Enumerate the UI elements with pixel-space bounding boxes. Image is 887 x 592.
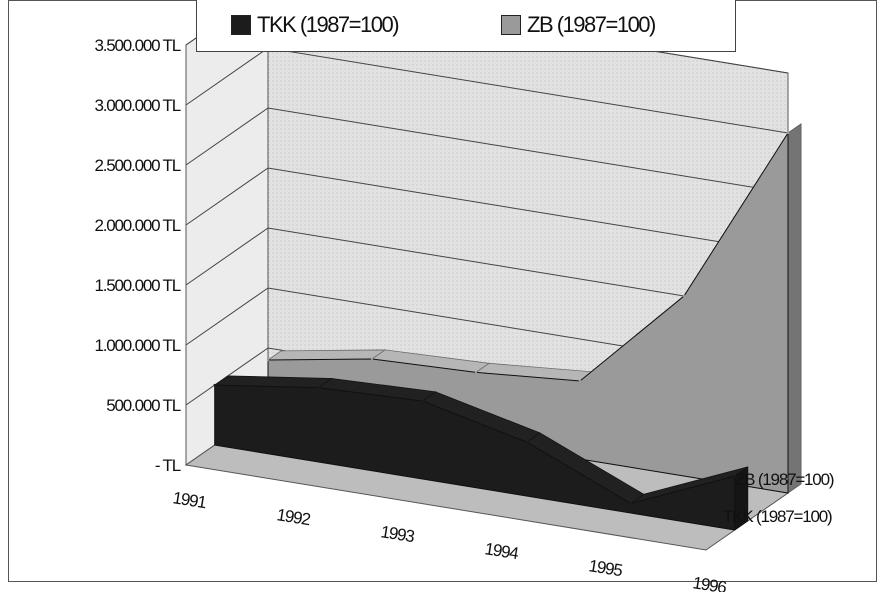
series-1-point-0 (266, 358, 270, 362)
series-0-point-2 (421, 399, 424, 403)
x-tick-label: 1991 (171, 488, 207, 512)
legend-item-zb: ZB (1987=100) (501, 10, 656, 40)
series-0 (213, 375, 749, 531)
y-tick-label: 1.500.000 TL (95, 276, 181, 295)
x-tick-label: 1993 (379, 522, 415, 546)
legend-label-zb: ZB (1987=100) (527, 12, 656, 37)
y-tick-label: 500.000 TL (106, 396, 180, 415)
series-0-point-5 (733, 474, 736, 478)
x-tick-label: 1996 (691, 573, 727, 592)
legend-swatch-tkk (231, 15, 251, 35)
y-tick-label: 1.000.000 TL (95, 336, 181, 355)
series-layer (213, 123, 802, 531)
series-axis-labels: TKK (1987=100) ZB (1987=100) (723, 470, 835, 526)
series-axis-label-1: ZB (1987=100) (735, 470, 834, 489)
x-tick-label: 1995 (587, 556, 623, 580)
series-0-point-3 (525, 440, 528, 444)
series-1-point-5 (786, 131, 790, 135)
gridline (185, 107, 789, 194)
legend: TKK (1987=100) ZB (1987=100) (196, 0, 736, 52)
legend-swatch-zb (501, 15, 521, 35)
series-1-point-2 (474, 371, 478, 374)
y-tick-label: 3.500.000 TL (95, 36, 181, 55)
y-tick-label: 3.000.000 TL (95, 96, 181, 115)
gridline (185, 227, 789, 314)
x-tick-label: 1992 (275, 505, 311, 529)
y-axis-ticks: - TL 500.000 TL 1.000.000 TL 1.500.000 TL 2.… (95, 36, 182, 475)
y-tick-label: 2.000.000 TL (95, 216, 181, 235)
series-1-end-cap (787, 123, 802, 494)
series-1-point-4 (682, 294, 686, 298)
series-axis-label-0: TKK (1987=100) (723, 507, 832, 526)
series-0-point-1 (317, 386, 320, 389)
series-0-point-0 (213, 383, 216, 387)
series-1-point-1 (370, 357, 374, 361)
y-tick-label: - TL (155, 456, 181, 475)
gridline (185, 167, 789, 254)
series-0-point-4 (629, 502, 632, 505)
gridline (185, 287, 789, 374)
y-tick-label: 2.500.000 TL (95, 156, 181, 175)
legend-label-tkk: TKK (1987=100) (257, 12, 400, 37)
series-1-top-0 (266, 349, 387, 361)
x-axis-ticks: 1991 1992 1993 1994 1995 1996 (171, 488, 727, 592)
series-1-point-3 (578, 379, 582, 383)
legend-item-tkk: TKK (1987=100) (231, 10, 400, 40)
x-tick-label: 1994 (483, 539, 519, 563)
